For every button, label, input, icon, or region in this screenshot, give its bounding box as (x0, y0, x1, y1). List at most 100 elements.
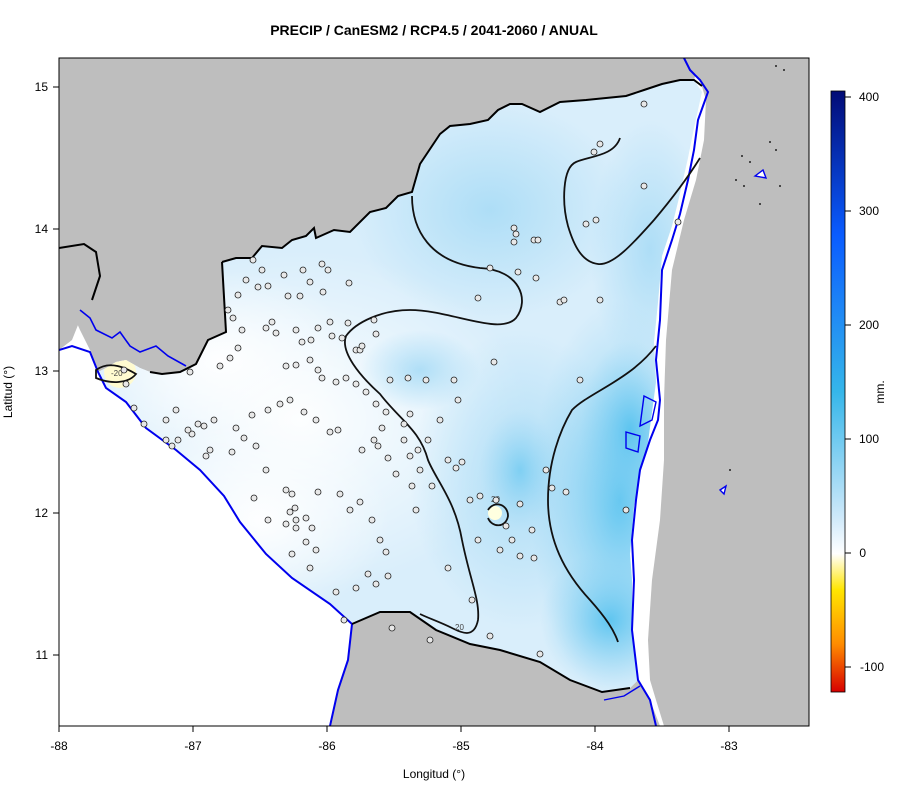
station-marker (404, 374, 412, 382)
station-marker (378, 424, 386, 432)
station-marker (286, 508, 294, 516)
station-marker (234, 344, 242, 352)
x-tick-label: -85 (452, 739, 470, 753)
station-marker (314, 488, 322, 496)
caribbean-coastline (630, 58, 710, 726)
station-marker (426, 636, 434, 644)
station-marker (496, 546, 504, 554)
station-marker (292, 326, 300, 334)
station-marker (352, 584, 360, 592)
station-marker (168, 442, 176, 450)
station-marker (512, 230, 520, 238)
station-marker (264, 282, 272, 290)
colorbar-tick-label: 100 (859, 432, 879, 446)
station-marker (406, 452, 414, 460)
station-marker (292, 361, 300, 369)
station-marker (514, 268, 522, 276)
station-marker (202, 452, 210, 460)
station-marker (264, 406, 272, 414)
station-marker (332, 378, 340, 386)
southern-border (351, 611, 631, 694)
map-title: PRECIP / CanESM2 / RCP4.5 / 2041-2060 / … (270, 22, 598, 38)
caribbean-east-land (648, 58, 809, 726)
station-marker (400, 420, 408, 428)
y-axis (53, 86, 59, 656)
station-marker (622, 506, 630, 514)
station-marker (242, 276, 250, 284)
station-marker (516, 552, 524, 560)
station-marker (416, 466, 424, 474)
station-marker (188, 430, 196, 438)
station-marker (306, 278, 314, 286)
station-marker (344, 319, 352, 327)
station-marker (474, 294, 482, 302)
station-marker (318, 260, 326, 268)
station-marker (307, 336, 315, 344)
station-marker (314, 324, 322, 332)
station-marker (352, 380, 360, 388)
station-marker (296, 292, 304, 300)
colorbar (830, 90, 846, 693)
station-marker (254, 283, 262, 291)
station-marker (592, 216, 600, 224)
cocibolca-shore (603, 685, 641, 701)
station-marker (674, 218, 682, 226)
station-marker (370, 316, 378, 324)
station-marker (186, 368, 194, 376)
station-marker (224, 306, 232, 314)
station-marker (298, 338, 306, 346)
station-marker (314, 366, 322, 374)
station-marker (216, 362, 224, 370)
station-marker (282, 520, 290, 528)
station-marker (510, 238, 518, 246)
station-marker (249, 256, 257, 264)
station-marker (562, 488, 570, 496)
honduras-land (59, 58, 700, 374)
station-marker (530, 554, 538, 562)
station-marker (346, 506, 354, 514)
colorbar-ticks (845, 96, 851, 668)
station-marker (392, 470, 400, 478)
station-marker (384, 454, 392, 462)
station-marker (302, 538, 310, 546)
station-marker (288, 490, 296, 498)
station-marker (386, 376, 394, 384)
station-marker (122, 380, 130, 388)
station-marker (502, 522, 510, 530)
western-border (149, 261, 228, 376)
station-marker (362, 388, 370, 396)
x-tick-label: -88 (50, 739, 68, 753)
station-marker (302, 514, 310, 522)
station-marker (406, 410, 414, 418)
station-marker (640, 100, 648, 108)
station-marker (334, 426, 342, 434)
y-tick-label: 14 (35, 222, 49, 236)
station-marker (490, 358, 498, 366)
x-tick-label: -83 (720, 739, 738, 753)
station-marker (508, 536, 516, 544)
station-marker (292, 524, 300, 532)
station-marker (492, 496, 500, 504)
contour-lines (95, 137, 701, 643)
station-marker (412, 506, 420, 514)
station-marker (358, 342, 366, 350)
station-marker (400, 436, 408, 444)
station-marker (312, 416, 320, 424)
station-marker (596, 296, 604, 304)
station-marker (532, 274, 540, 282)
station-marker (299, 266, 307, 274)
station-marker (452, 464, 460, 472)
station-marker (232, 424, 240, 432)
x-tick-label: -86 (318, 739, 336, 753)
station-marker (388, 624, 396, 632)
colorbar-unit-label: mm. (873, 380, 887, 403)
station-marker (436, 416, 444, 424)
station-marker (368, 516, 376, 524)
y-tick-label: 12 (35, 506, 49, 520)
station-marker (291, 504, 299, 512)
station-marker (358, 446, 366, 454)
station-marker (194, 420, 202, 428)
station-marker (476, 492, 484, 500)
station-marker (450, 376, 458, 384)
station-marker (229, 314, 237, 322)
